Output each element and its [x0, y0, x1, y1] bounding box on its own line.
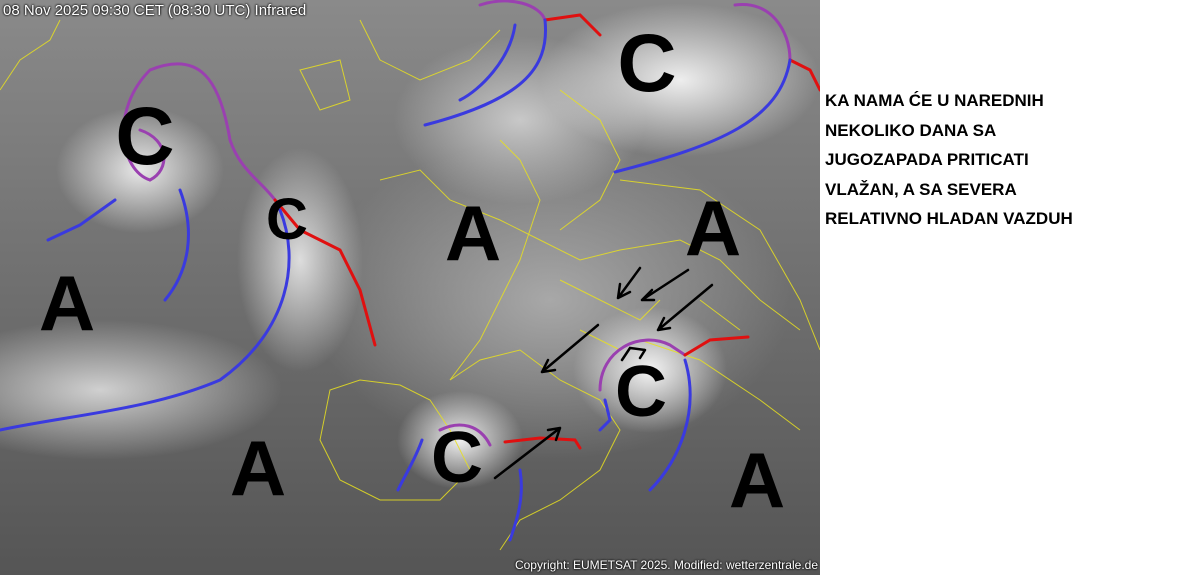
- cold-front: [508, 468, 523, 542]
- arrow-icon: [493, 426, 562, 480]
- cold-front: [0, 208, 291, 432]
- cold-front: [613, 58, 792, 174]
- cold-front: [163, 188, 190, 302]
- warm-front: [683, 335, 750, 357]
- warm-front: [543, 13, 602, 37]
- annotation-line: JUGOZAPADA PRITICATI: [825, 150, 1029, 169]
- arrow-icon: [620, 346, 647, 362]
- low-pressure-label: C: [266, 187, 308, 252]
- low-pressure-label: C: [431, 418, 483, 498]
- occlusion-front: [438, 423, 492, 447]
- map-overlay: [0, 0, 820, 551]
- low-pressure-label: C: [617, 18, 677, 109]
- high-pressure-label: A: [38, 259, 96, 347]
- cold-front: [458, 23, 517, 102]
- occlusion-front: [138, 128, 166, 182]
- cold-front: [423, 18, 548, 127]
- low-pressure-label: C: [615, 352, 667, 432]
- timestamp-label: 08 Nov 2025 09:30 CET (08:30 UTC) Infrar…: [3, 2, 307, 19]
- wind-arrows: [493, 266, 714, 480]
- cold-front: [598, 398, 612, 432]
- high-pressure-label: A: [684, 184, 742, 272]
- annotation-line: NEKOLIKO DANA SA: [825, 120, 997, 140]
- occlusion-front: [598, 338, 687, 392]
- arrow-icon: [616, 266, 642, 300]
- annotation-line: RELATIVNO HLADAN VAZDUH: [825, 209, 1073, 228]
- occlusion-front: [478, 0, 547, 22]
- high-pressure-label: A: [444, 189, 502, 277]
- cold-front: [46, 198, 117, 242]
- satellite-image: 08 Nov 2025 09:30 CET (08:30 UTC) Infrar…: [0, 0, 820, 575]
- low-pressure-label: C: [115, 91, 175, 182]
- occlusion-front: [122, 62, 277, 202]
- cold-front: [648, 358, 692, 492]
- arrow-icon: [540, 323, 600, 374]
- warm-front: [273, 198, 377, 347]
- arrow-icon: [656, 283, 714, 332]
- copyright-label: Copyright: EUMETSAT 2025. Modified: wett…: [514, 558, 818, 572]
- warm-front: [788, 58, 820, 92]
- annotation-line: KA NAMA ĆE U NAREDNIH: [825, 91, 1044, 110]
- forecast-annotation: KA NAMA ĆE U NAREDNIH NEKOLIKO DANA SA J…: [825, 86, 1073, 234]
- annotation-line: VLAŽAN, A SA SEVERA: [825, 179, 1017, 199]
- cold-front: [396, 438, 424, 492]
- weather-fronts: [0, 0, 820, 542]
- occlusion-front: [733, 2, 792, 62]
- high-pressure-label: A: [229, 424, 287, 512]
- high-pressure-label: A: [728, 436, 786, 524]
- arrow-icon: [640, 268, 690, 302]
